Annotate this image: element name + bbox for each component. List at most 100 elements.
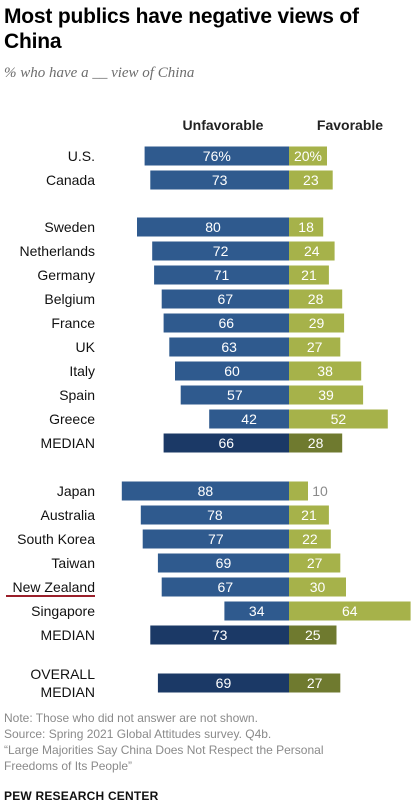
value-favorable-italy-8: 38 [317, 363, 333, 379]
bar-unfavorable-france-6 [163, 313, 289, 333]
bar-unfavorable-median-18 [150, 625, 289, 645]
value-unfavorable-sweden-2: 80 [205, 219, 221, 235]
value-unfavorable-france-6: 66 [219, 315, 235, 331]
value-unfavorable-taiwan-15: 69 [216, 555, 232, 571]
value-unfavorable-singapore-17: 34 [249, 603, 265, 619]
value-favorable-sweden-2: 18 [298, 219, 314, 235]
value-unfavorable-belgium-5: 67 [218, 291, 234, 307]
note-text: Note: Those who did not answer are not s… [4, 711, 258, 725]
bar-unfavorable-spain-9 [180, 385, 289, 405]
bar-unfavorable-new-zealand-16 [161, 577, 289, 597]
value-favorable-germany-4: 21 [301, 267, 317, 283]
diverging-bar-chart: Unfavorable Favorable U.S. 76% 20% Canada 73 23… [6, 117, 411, 700]
row-label-new-zealand-16: New Zealand [13, 579, 96, 595]
bar-favorable-south-korea-14 [289, 529, 331, 549]
value-favorable-canada-1: 23 [303, 172, 319, 188]
bar-favorable-sweden-2 [289, 217, 324, 237]
bar-favorable-italy-8 [289, 361, 362, 381]
value-favorable-median-11: 28 [308, 435, 324, 451]
report-title-line-2: Freedoms of Its People” [4, 759, 133, 773]
value-unfavorable-greece-10: 42 [241, 411, 257, 427]
chart-title: Most publics have negative views of Chin… [4, 5, 359, 53]
pew-research-credit: PEW RESEARCH CENTER [4, 789, 159, 803]
value-unfavorable-median-11: 66 [219, 435, 235, 451]
value-favorable-median-18: 25 [305, 627, 321, 643]
row-label-australia-13: Australia [41, 507, 96, 523]
value-favorable-belgium-5: 28 [308, 291, 324, 307]
bar-favorable-belgium-5 [289, 289, 343, 309]
row-label-germany-4: Germany [37, 267, 95, 283]
row-label-netherlands-3: Netherlands [20, 243, 96, 259]
value-unfavorable-canada-1: 73 [212, 172, 228, 188]
bar-unfavorable-singapore-17 [224, 601, 289, 621]
header-unfavorable: Unfavorable [183, 117, 264, 133]
bar-favorable-singapore-17 [289, 601, 411, 621]
value-unfavorable-new-zealand-16: 67 [218, 579, 234, 595]
value-unfavorable-median-18: 73 [212, 627, 228, 643]
notes-block: Note: Those who did not answer are not s… [4, 710, 404, 774]
value-unfavorable-italy-8: 60 [224, 363, 240, 379]
bar-unfavorable-belgium-5 [161, 289, 289, 309]
value-favorable-australia-13: 21 [301, 507, 317, 523]
value-unfavorable-u-s--0: 76% [203, 148, 231, 164]
row-label-singapore-17: Singapore [31, 603, 95, 619]
chart-subtitle: % who have a __ view of China [4, 65, 195, 81]
value-favorable-south-korea-14: 22 [302, 531, 318, 547]
row-label-overall-median-19: OVERALL [30, 666, 95, 682]
bar-favorable-france-6 [289, 313, 345, 333]
value-favorable-spain-9: 39 [318, 387, 334, 403]
bar-favorable-australia-13 [289, 505, 329, 525]
bar-favorable-netherlands-3 [289, 241, 335, 261]
bar-unfavorable-germany-4 [154, 265, 289, 285]
value-unfavorable-south-korea-14: 77 [208, 531, 224, 547]
bar-favorable-overall-median-19 [289, 673, 341, 693]
value-unfavorable-uk-7: 63 [221, 339, 237, 355]
bar-favorable-uk-7 [289, 337, 341, 357]
row-label-south-korea-14: South Korea [17, 531, 95, 547]
value-favorable-uk-7: 27 [307, 339, 323, 355]
row-label-spain-9: Spain [59, 387, 95, 403]
row-label-u-s--0: U.S. [68, 148, 95, 164]
value-unfavorable-spain-9: 57 [227, 387, 243, 403]
bar-unfavorable-sweden-2 [137, 217, 289, 237]
bar-favorable-spain-9 [289, 385, 364, 405]
bar-unfavorable-australia-13 [140, 505, 289, 525]
bar-favorable-canada-1 [289, 170, 333, 190]
bar-unfavorable-canada-1 [150, 170, 289, 190]
row-label-france-6: France [51, 315, 95, 331]
row-label-uk-7: UK [76, 339, 96, 355]
value-favorable-greece-10: 52 [331, 411, 347, 427]
value-favorable-u-s--0: 20% [294, 148, 322, 164]
value-favorable-singapore-17: 64 [342, 603, 358, 619]
bar-unfavorable-south-korea-14 [142, 529, 289, 549]
report-title-line-1: “Large Majorities Say China Does Not Res… [4, 743, 324, 757]
row-label-median-11: MEDIAN [41, 435, 95, 451]
row-label-belgium-5: Belgium [44, 291, 95, 307]
value-unfavorable-germany-4: 71 [214, 267, 230, 283]
value-favorable-overall-median-19: 27 [307, 675, 323, 691]
value-favorable-netherlands-3: 24 [304, 243, 320, 259]
bar-unfavorable-italy-8 [175, 361, 289, 381]
bar-favorable-germany-4 [289, 265, 329, 285]
bar-unfavorable-netherlands-3 [152, 241, 289, 261]
header-favorable: Favorable [317, 117, 383, 133]
bar-favorable-taiwan-15 [289, 553, 341, 573]
value-unfavorable-australia-13: 78 [207, 507, 223, 523]
bar-unfavorable-taiwan-15 [157, 553, 289, 573]
value-favorable-taiwan-15: 27 [307, 555, 323, 571]
row-label-italy-8: Italy [69, 363, 95, 379]
bar-favorable-u-s--0 [289, 146, 327, 166]
value-unfavorable-overall-median-19: 69 [216, 675, 232, 691]
bar-favorable-greece-10 [289, 409, 388, 429]
row-label-median-18: MEDIAN [41, 627, 95, 643]
source-text: Source: Spring 2021 Global Attitudes sur… [4, 727, 272, 741]
value-unfavorable-japan-12: 88 [198, 483, 214, 499]
row-label-canada-1: Canada [46, 172, 95, 188]
bar-unfavorable-median-11 [163, 433, 289, 453]
bar-favorable-japan-12 [289, 481, 308, 501]
row-label-greece-10: Greece [49, 411, 95, 427]
bar-unfavorable-u-s--0 [144, 146, 289, 166]
bar-unfavorable-japan-12 [121, 481, 289, 501]
bar-favorable-median-11 [289, 433, 343, 453]
row-label-japan-12: Japan [57, 483, 95, 499]
